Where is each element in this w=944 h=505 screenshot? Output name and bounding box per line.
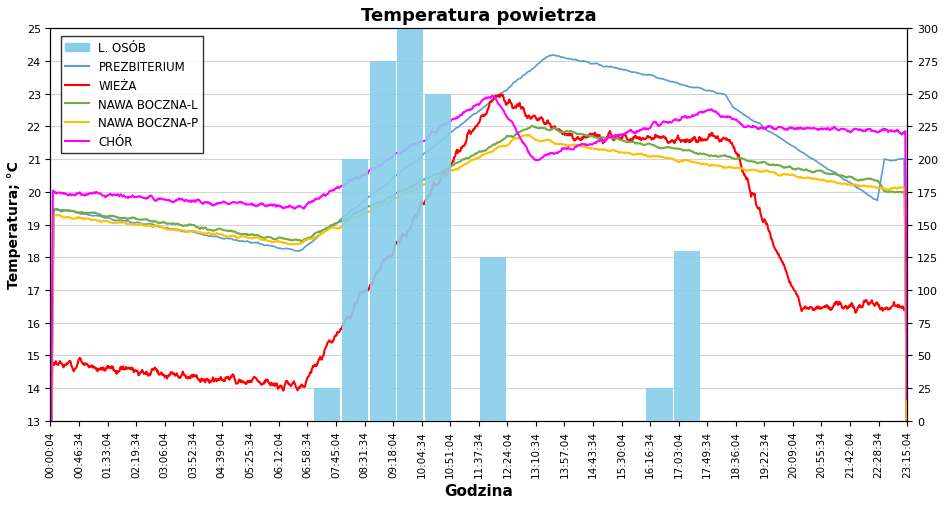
- NAWA BOCZNA-P: [901, 448, 912, 454]
- Bar: [673, 251, 700, 421]
- CHÓR: [235, 200, 246, 206]
- WIEŻA: [612, 133, 623, 139]
- WIEŻA: [724, 139, 735, 145]
- NAWA BOCZNA-P: [724, 165, 735, 171]
- X-axis label: Godzina: Godzina: [444, 483, 513, 498]
- NAWA BOCZNA-P: [214, 232, 226, 238]
- WIEŻA: [495, 92, 506, 98]
- CHÓR: [214, 201, 226, 207]
- PREZBITERIUM: [612, 66, 623, 72]
- PREZBITERIUM: [901, 442, 912, 448]
- Bar: [396, 29, 423, 421]
- CHÓR: [724, 115, 735, 121]
- Bar: [369, 62, 396, 421]
- NAWA BOCZNA-P: [330, 226, 342, 232]
- Bar: [313, 388, 340, 421]
- Y-axis label: Temperatura; °C: Temperatura; °C: [7, 161, 21, 289]
- Bar: [425, 94, 450, 421]
- WIEŻA: [800, 306, 811, 312]
- NAWA BOCZNA-L: [214, 226, 226, 232]
- Legend: L. OSÓB, PREZBITERIUM, WIEŻA, NAWA BOCZNA-L, NAWA BOCZNA-P, CHÓR: L. OSÓB, PREZBITERIUM, WIEŻA, NAWA BOCZN…: [60, 37, 203, 154]
- CHÓR: [486, 93, 497, 99]
- WIEŻA: [235, 379, 246, 385]
- NAWA BOCZNA-L: [330, 221, 342, 227]
- NAWA BOCZNA-P: [235, 234, 246, 240]
- Title: Temperatura powietrza: Temperatura powietrza: [361, 7, 596, 25]
- PREZBITERIUM: [547, 53, 558, 59]
- NAWA BOCZNA-P: [612, 149, 623, 156]
- CHÓR: [800, 126, 811, 132]
- NAWA BOCZNA-L: [235, 232, 246, 238]
- NAWA BOCZNA-L: [800, 167, 811, 173]
- PREZBITERIUM: [724, 100, 735, 107]
- Line: CHÓR: CHÓR: [50, 96, 906, 505]
- PREZBITERIUM: [235, 238, 246, 244]
- Line: WIEŻA: WIEŻA: [50, 95, 906, 505]
- CHÓR: [330, 185, 342, 191]
- Bar: [342, 160, 367, 421]
- PREZBITERIUM: [330, 221, 342, 227]
- NAWA BOCZNA-L: [612, 136, 623, 142]
- Bar: [646, 388, 672, 421]
- Line: NAWA BOCZNA-L: NAWA BOCZNA-L: [50, 127, 906, 505]
- Bar: [480, 258, 506, 421]
- WIEŻA: [214, 376, 226, 382]
- NAWA BOCZNA-L: [901, 451, 912, 457]
- PREZBITERIUM: [800, 153, 811, 159]
- NAWA BOCZNA-P: [800, 176, 811, 182]
- NAWA BOCZNA-L: [526, 124, 537, 130]
- CHÓR: [901, 396, 912, 402]
- NAWA BOCZNA-P: [520, 132, 531, 138]
- Line: NAWA BOCZNA-P: NAWA BOCZNA-P: [50, 135, 906, 505]
- PREZBITERIUM: [214, 235, 226, 241]
- WIEŻA: [901, 482, 912, 488]
- CHÓR: [612, 133, 623, 139]
- Line: PREZBITERIUM: PREZBITERIUM: [50, 56, 906, 505]
- NAWA BOCZNA-L: [724, 155, 735, 161]
- WIEŻA: [330, 332, 342, 338]
